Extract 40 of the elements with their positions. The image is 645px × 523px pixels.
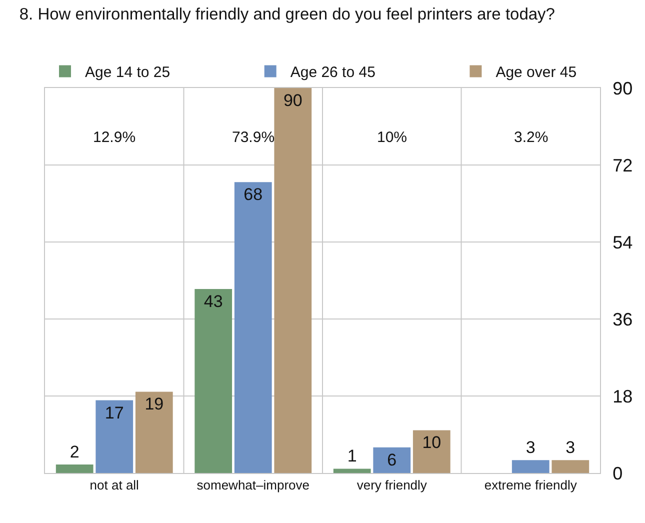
- data-label: 68: [244, 185, 263, 204]
- data-label: 3: [526, 438, 536, 458]
- bar: [552, 460, 590, 473]
- bar: [96, 400, 134, 473]
- legend-label: Age 26 to 45: [290, 64, 376, 82]
- data-label: 90: [283, 91, 302, 110]
- x-tick-label: somewhat–improve: [196, 478, 310, 493]
- chart-title: 8. How environmentally friendly and green do you feel printers are today?: [19, 5, 555, 24]
- annotation: 3.2%: [514, 129, 548, 146]
- y-tick-label: 36: [612, 309, 633, 330]
- x-tick-label: not at all: [90, 478, 140, 493]
- bar: [135, 392, 173, 473]
- annotation: 12.9%: [93, 129, 136, 146]
- y-tick-label: 72: [612, 155, 633, 176]
- y-tick-label: 90: [612, 78, 633, 98]
- x-tick-label: very friendly: [356, 478, 428, 493]
- annotation: 73.9%: [232, 129, 275, 146]
- bar: [194, 289, 232, 473]
- bar: [234, 182, 272, 473]
- legend-label: Age 14 to 25: [85, 64, 170, 82]
- y-tick-label: 54: [612, 232, 633, 252]
- data-label: 3: [566, 438, 576, 458]
- data-label: 19: [144, 394, 164, 414]
- data-label: 6: [387, 450, 397, 470]
- x-tick-label: extreme friendly: [484, 478, 578, 493]
- data-label: 17: [104, 403, 124, 422]
- bar: [333, 468, 371, 473]
- bar: [56, 464, 94, 473]
- bar: [373, 447, 411, 473]
- data-label: 1: [347, 446, 357, 466]
- bar: [412, 430, 450, 473]
- data-label: 2: [70, 442, 80, 462]
- bar: [512, 460, 550, 473]
- bar: [274, 88, 312, 473]
- y-tick-label: 0: [612, 463, 623, 484]
- annotation: 10%: [377, 129, 408, 146]
- legend-label: Age over 45: [496, 64, 577, 82]
- data-label: 10: [422, 433, 442, 452]
- data-label: 43: [204, 292, 223, 312]
- y-tick-label: 18: [612, 386, 633, 406]
